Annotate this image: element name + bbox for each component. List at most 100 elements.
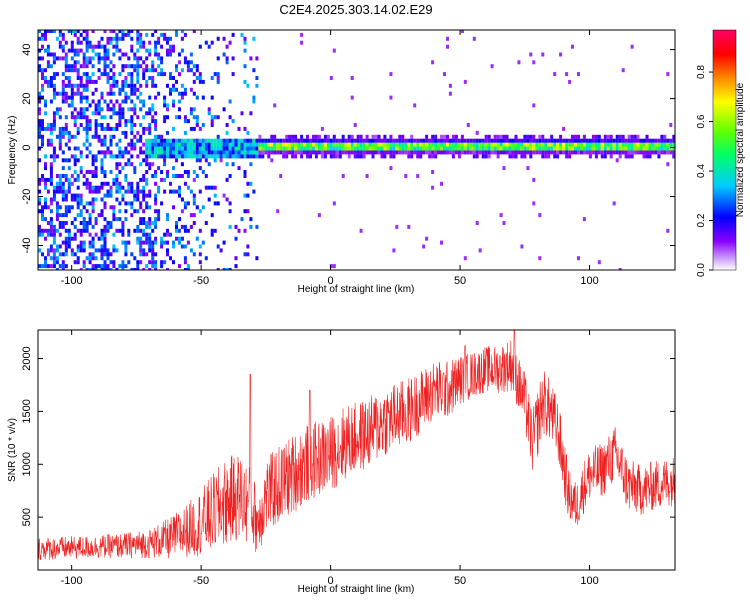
heatmap-cell (526, 138, 530, 143)
heatmap-cell (70, 48, 74, 53)
heatmap-cell (103, 240, 107, 245)
heatmap-cell (642, 146, 646, 151)
heatmap-cell (49, 248, 53, 253)
heatmap-cell (58, 177, 62, 182)
heatmap-cell (127, 185, 131, 190)
heatmap-cell (666, 72, 670, 77)
heatmap-cell (88, 185, 92, 190)
heatmap-cell (94, 130, 98, 135)
heatmap-cell (597, 138, 601, 143)
heatmap-cell (210, 40, 214, 45)
heatmap-cell (58, 232, 62, 237)
heatmap-cell (85, 228, 89, 233)
heatmap-cell (55, 111, 59, 116)
heatmap-cell (520, 244, 524, 249)
heatmap-cell (133, 142, 137, 147)
heatmap-cell (243, 170, 247, 174)
heatmap-cell (645, 134, 649, 139)
heatmap-cell (535, 150, 539, 155)
heatmap-cell (594, 134, 598, 139)
heatmap-cell (130, 268, 134, 270)
heatmap-cell (64, 40, 68, 45)
heatmap-cell (532, 142, 536, 147)
heatmap-cell (618, 154, 622, 159)
heatmap-cell (124, 134, 128, 139)
heatmap-cell (189, 107, 193, 112)
heatmap-cell (136, 72, 140, 77)
heatmap-cell (448, 142, 452, 147)
heatmap-cell (484, 154, 488, 159)
heatmap-cell (407, 138, 411, 143)
heatmap-cell (571, 138, 574, 143)
heatmap-cell (70, 30, 74, 33)
heatmap-cell (172, 99, 175, 104)
heatmap-cell (112, 248, 116, 253)
heatmap-cell (523, 142, 527, 147)
heatmap-cell (175, 189, 178, 194)
heatmap-cell (41, 209, 44, 214)
heatmap-cell (180, 162, 184, 167)
heatmap-cell (511, 138, 515, 143)
heatmap-cell (88, 240, 92, 245)
heatmap-cell (365, 146, 369, 151)
heatmap-cell (106, 146, 110, 151)
heatmap-cell (163, 103, 167, 108)
heatmap-cell (133, 209, 137, 214)
heatmap-cell (288, 138, 292, 143)
heatmap-cell (109, 138, 113, 143)
heatmap-cell (571, 134, 574, 139)
heatmap-cell (73, 107, 77, 112)
heatmap-cell (443, 72, 446, 77)
heatmap-cell (61, 99, 65, 104)
heatmap-cell (121, 32, 125, 37)
heatmap-cell (291, 138, 295, 143)
heatmap-cell (133, 134, 137, 139)
heatmap-cell (46, 64, 50, 69)
heatmap-cell (97, 99, 101, 104)
heatmap-cell (145, 252, 149, 257)
heatmap-cell (94, 119, 98, 124)
heatmap-cell (157, 142, 161, 147)
heatmap-cell (151, 115, 155, 120)
heatmap-cell (85, 134, 89, 139)
heatmap-cell (41, 213, 44, 218)
heatmap-cell (609, 138, 613, 143)
heatmap-cell (520, 154, 524, 159)
heatmap-cell (663, 142, 667, 147)
heatmap-cell (127, 201, 131, 206)
heatmap-cell (52, 52, 56, 57)
heatmap-cell (183, 170, 187, 174)
heatmap-cell (160, 154, 164, 159)
heatmap-cell (353, 146, 357, 151)
heatmap-cell (225, 130, 229, 135)
heatmap-cell (46, 248, 50, 253)
heatmap-cell (198, 166, 202, 171)
heatmap-cell (163, 150, 167, 155)
heatmap-cell (526, 134, 530, 139)
heatmap-cell (55, 201, 59, 206)
heatmap-cell (115, 177, 119, 182)
heatmap-cell (61, 56, 65, 61)
heatmap-cell (52, 236, 56, 241)
heatmap-cell (243, 48, 247, 53)
heatmap-cell (234, 146, 238, 151)
heatmap-cell (529, 146, 533, 151)
heatmap-cell (672, 146, 675, 151)
heatmap-cell (332, 138, 336, 143)
heatmap-cell (169, 142, 172, 147)
heatmap-cell (496, 138, 500, 143)
heatmap-cell (568, 154, 572, 159)
heatmap-cell (273, 150, 277, 155)
heatmap-cell (216, 36, 220, 41)
heatmap-cell (329, 154, 333, 159)
heatmap-cell (124, 177, 128, 182)
heatmap-cell (431, 185, 435, 190)
heatmap-cell (127, 83, 131, 88)
heatmap-cell (320, 146, 324, 151)
heatmap-cell (85, 181, 89, 186)
heatmap-cell (585, 150, 589, 155)
heatmap-cell (428, 150, 432, 155)
heatmap-cell (434, 138, 438, 143)
heatmap-cell (58, 264, 62, 269)
heatmap-cell (478, 138, 482, 143)
